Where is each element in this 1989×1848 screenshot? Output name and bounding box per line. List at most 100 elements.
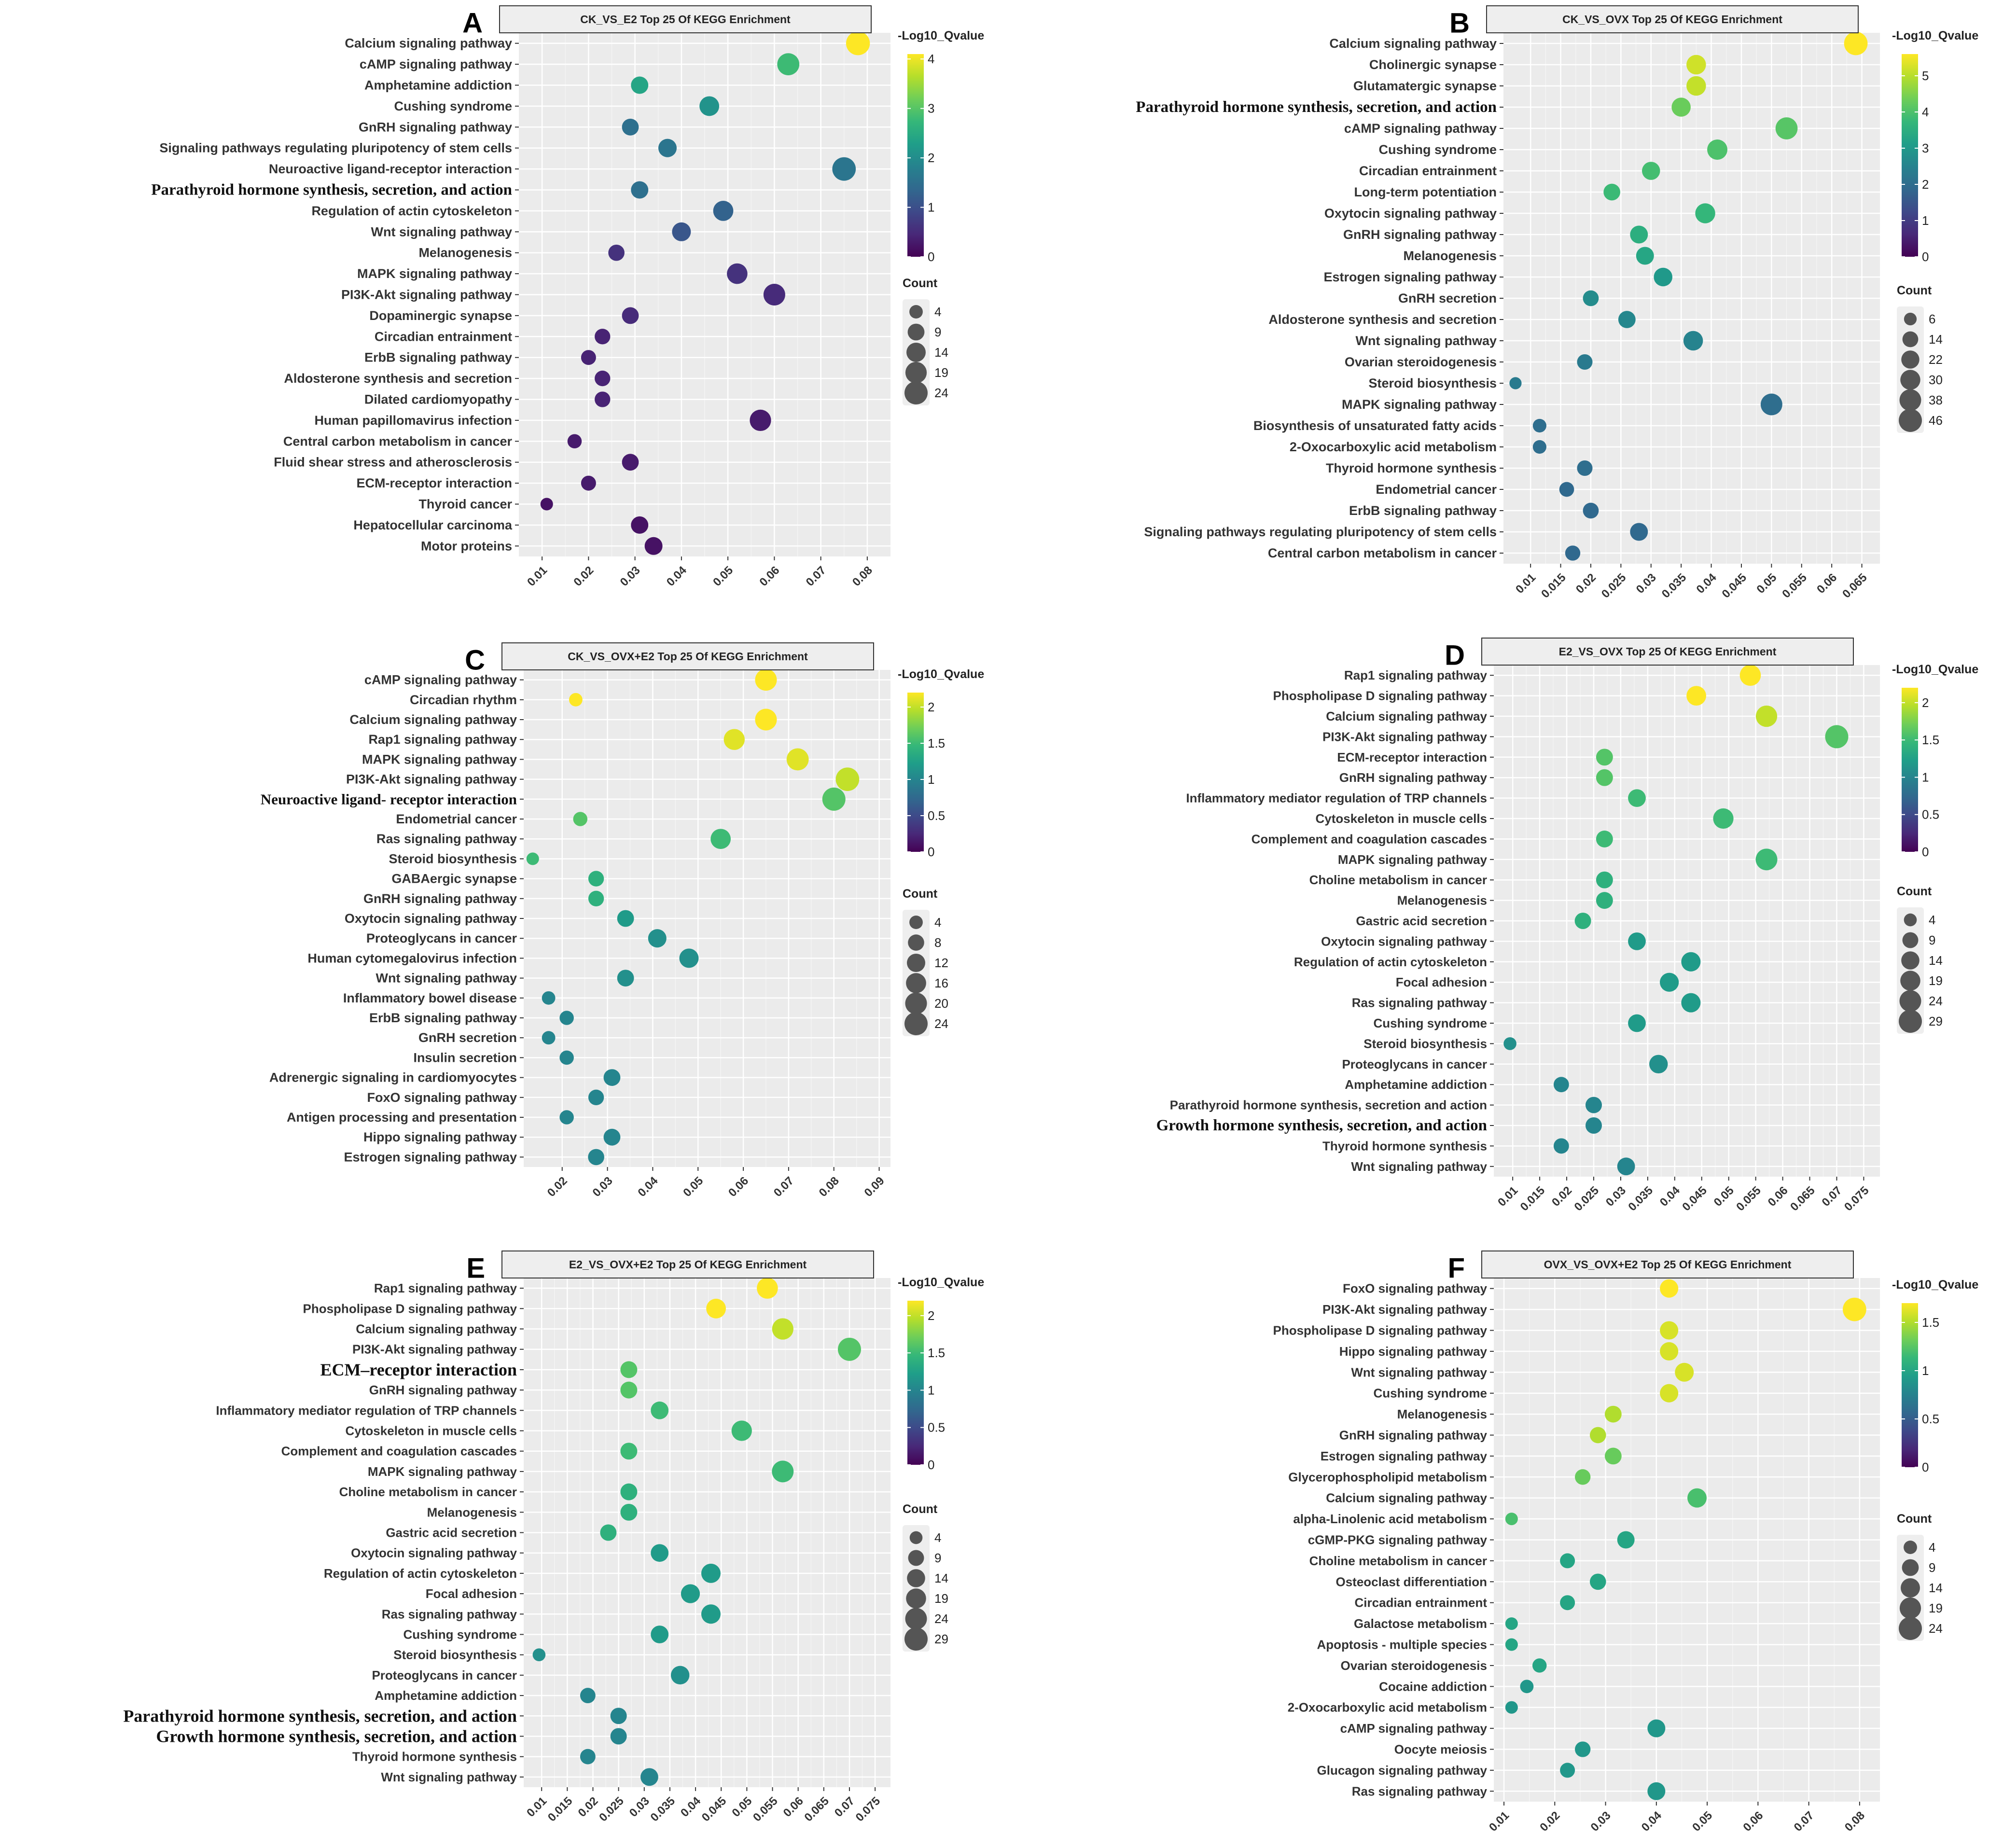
y-tick-label: GnRH signaling pathway [1339,1428,1488,1443]
x-tick-label: 0.015 [545,1794,575,1824]
y-tick-label: Calcium signaling pathway [356,1322,517,1336]
data-point [837,1337,861,1361]
y-tick-label: Human cytomegalovirus infection [307,951,517,965]
data-point [526,852,539,865]
y-tick-label: Steroid biosynthesis [1368,376,1497,390]
data-point [727,263,748,284]
colorbar-tick-label: 1 [1922,770,1929,784]
data-point [1589,1427,1606,1444]
panel-a: 0.01 0.02 0.03 0.04 0.05 0.06 0.07 0.08 Calcium … [0,0,985,623]
count-legend-dot [1899,1010,1922,1033]
count-legend-dot [909,305,923,319]
data-point [622,118,639,136]
data-point [1687,1488,1707,1508]
count-legend-label: 20 [934,996,948,1011]
colorbar [907,1301,924,1465]
y-tick-label: Inflammatory mediator regulation of TRP … [1186,791,1487,806]
y-tick-label: MAPK signaling pathway [1338,852,1488,867]
x-tick-label: 0.055 [751,1794,780,1824]
y-tick-label: Parathyroid hormone synthesis, secretion… [123,1706,517,1725]
y-tick-label: Calcium signaling pathway [1326,709,1487,723]
data-point [1583,502,1599,519]
data-point [581,475,596,491]
colorbar-tick-label: 0.5 [1922,1412,1939,1426]
data-point [710,829,731,849]
colorbar-tick-label: 0 [928,250,934,264]
y-tick-label: Hippo signaling pathway [1339,1344,1488,1359]
data-point [1647,1719,1666,1737]
y-tick-label: Hippo signaling pathway [363,1130,517,1144]
x-tick-label: 0.035 [648,1794,678,1824]
count-legend-dot [1899,389,1921,411]
data-point [620,1503,638,1521]
y-tick-label: Regulation of actin cytoskeleton [324,1566,517,1581]
count-legend-label: 14 [934,1571,948,1585]
count-legend-label: 24 [1929,994,1943,1008]
y-tick-label: 2-Oxocarboxylic acid metabolism [1288,1700,1487,1715]
colorbar-tick-label: 0.5 [928,808,945,823]
count-legend-title: Count [903,1502,938,1516]
y-tick-label: Calcium signaling pathway [1329,36,1497,51]
count-legend-dot [906,1588,926,1609]
y-tick-label: Regulation of actin cytoskeleton [311,204,512,218]
y-tick-label: Circadian entrainment [375,329,512,344]
data-point [1596,892,1613,909]
data-point [1660,1321,1679,1340]
data-point [1503,1037,1516,1050]
y-tick-label: ErbB signaling pathway [369,1011,517,1025]
count-legend-dot [906,973,926,993]
y-tick-label: cAMP signaling pathway [364,673,517,687]
y-tick-label: Endometrial cancer [1376,482,1497,497]
data-point [542,1031,556,1045]
y-tick-label: cAMP signaling pathway [360,57,512,71]
data-point [1843,1297,1866,1321]
count-legend-dot [909,916,923,929]
y-tick-label: Parathyroid hormone synthesis, secretion… [1136,98,1497,116]
count-legend-label: 24 [1929,1621,1943,1636]
title-box [499,5,872,33]
colorbar-tick-label: 2 [928,151,934,165]
data-point [1707,139,1727,160]
y-tick-label: Melanogenesis [1397,893,1487,908]
panel-d: 0.01 0.015 0.02 0.025 0.03 0.035 0.04 0.045 0.05… [994,632,1989,1231]
y-tick-label: Phospholipase D signaling pathway [1273,1323,1487,1338]
x-tick-label: 0.045 [699,1794,729,1824]
colorbar-tick-label: 1 [928,200,934,215]
colorbar [1902,54,1918,257]
data-point [1775,117,1798,139]
data-point [1505,1513,1518,1526]
y-tick-label: Parathyroid hormone synthesis, secretion… [151,181,512,199]
y-tick-label: Wnt signaling pathway [376,971,517,986]
y-tick-label: Cushing syndrome [1374,1386,1487,1401]
y-tick-label: Neuroactive ligand- receptor interaction [261,791,517,807]
data-point [1825,725,1849,749]
y-tick-label: Cocaine addiction [1379,1679,1487,1694]
count-legend-dot [909,1531,923,1544]
count-legend-dot [908,1550,924,1566]
count-legend-label: 38 [1929,393,1943,407]
data-point [1695,203,1715,223]
count-legend-label: 19 [1929,1601,1943,1615]
y-tick-label: Oxytocin signaling pathway [345,911,517,926]
y-tick-label: Cushing syndrome [1374,1016,1487,1030]
x-tick-label: 0.015 [1539,571,1569,601]
count-legend-label: 9 [1929,933,1935,947]
data-point [1575,1741,1591,1757]
x-tick-label: 0.025 [1572,1184,1602,1214]
y-tick-label: Cytoskeleton in muscle cells [346,1424,517,1438]
colorbar-tick-label: 5 [1922,69,1929,83]
x-tick-label: 0.01 [1495,1184,1520,1209]
data-point [1553,1138,1569,1154]
colorbar-title: -Log10_Qvalue [898,29,984,42]
y-tick-label: Glucagon signaling pathway [1317,1763,1488,1778]
data-point [622,454,639,471]
y-tick-label: Galactose metabolism [1354,1616,1487,1631]
data-point [1628,932,1646,950]
count-legend-dot [1904,312,1917,326]
count-legend-dot [907,323,925,341]
colorbar-title: -Log10_Qvalue [1892,663,1978,676]
data-point [651,1401,669,1419]
panel-letter: D [1445,640,1465,671]
data-point [1628,789,1646,807]
y-tick-label: Melanogenesis [427,1505,517,1519]
